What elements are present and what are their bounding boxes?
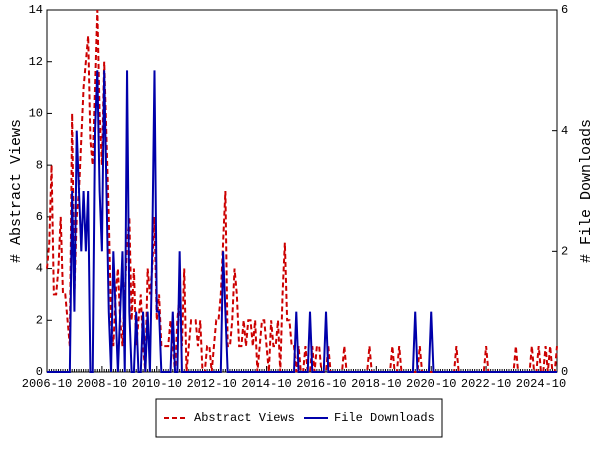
y-tick-label: 6 (36, 210, 43, 224)
y-tick-label: 4 (36, 262, 43, 276)
y2-tick-label: 0 (561, 365, 568, 379)
x-tick-label: 2014-10 (241, 377, 291, 391)
legend-label: File Downloads (334, 411, 435, 425)
x-tick-label: 2022-10 (461, 377, 511, 391)
y2-tick-label: 6 (561, 3, 568, 17)
x-tick-label: 2018-10 (351, 377, 401, 391)
y-tick-label: 10 (29, 107, 43, 121)
y-tick-label: 8 (36, 158, 43, 172)
y2-tick-label: 4 (561, 124, 568, 138)
y-tick-label: 0 (36, 365, 43, 379)
x-tick-label: 2010-10 (132, 377, 182, 391)
y-axis-title: # Abstract Views (8, 119, 25, 263)
legend-box (155, 398, 443, 438)
y-tick-label: 12 (29, 55, 43, 69)
x-tick-label: 2020-10 (406, 377, 456, 391)
x-tick-label: 2008-10 (77, 377, 127, 391)
y2-tick-label: 2 (561, 245, 568, 259)
y-tick-label: 2 (36, 313, 43, 327)
x-tick-label: 2006-10 (22, 377, 72, 391)
x-tick-label: 2024-10 (516, 377, 566, 391)
series-line (47, 70, 557, 373)
x-tick-label: 2012-10 (186, 377, 236, 391)
y-tick-label: 14 (29, 3, 43, 17)
x-tick-label: 2016-10 (296, 377, 346, 391)
legend-label: Abstract Views (194, 411, 295, 425)
y2-axis-title: # File Downloads (578, 119, 595, 263)
